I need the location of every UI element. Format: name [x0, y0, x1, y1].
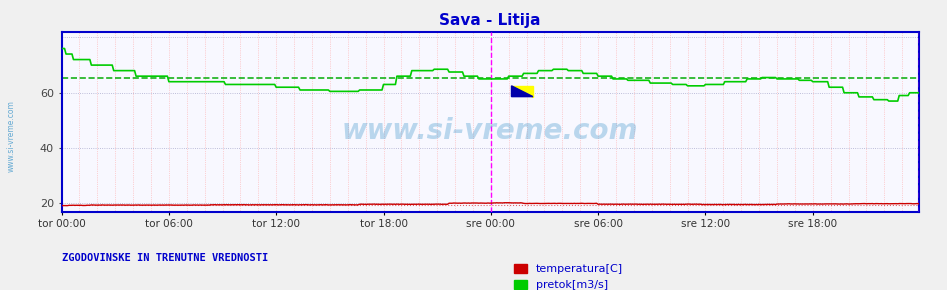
Legend: temperatura[C], pretok[m3/s]: temperatura[C], pretok[m3/s]	[513, 264, 623, 290]
Text: www.si-vreme.com: www.si-vreme.com	[7, 100, 16, 172]
Polygon shape	[511, 86, 533, 97]
Polygon shape	[511, 86, 533, 97]
Title: Sava - Litija: Sava - Litija	[439, 13, 541, 28]
Text: ZGODOVINSKE IN TRENUTNE VREDNOSTI: ZGODOVINSKE IN TRENUTNE VREDNOSTI	[62, 253, 268, 263]
Text: www.si-vreme.com: www.si-vreme.com	[342, 117, 638, 145]
